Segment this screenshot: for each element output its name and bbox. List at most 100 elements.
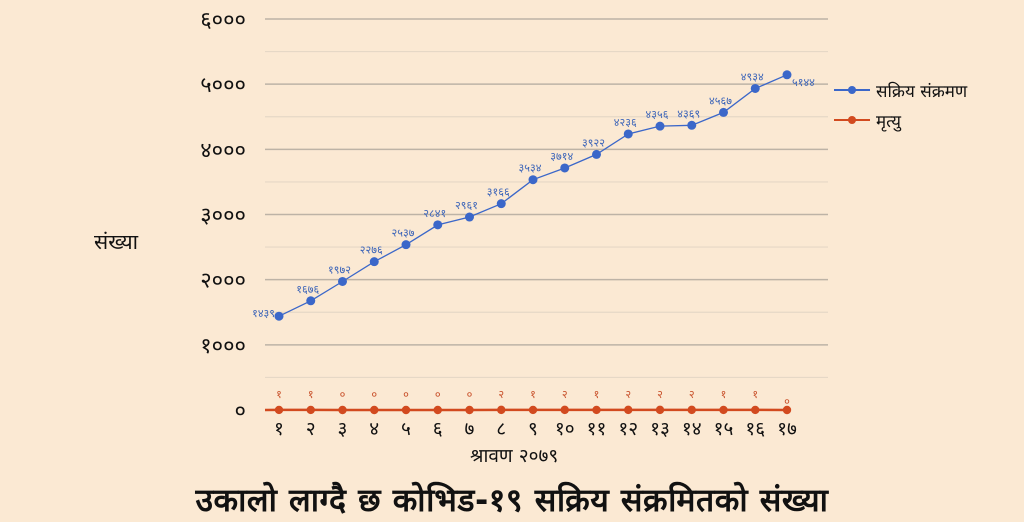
data-label: २५३७ (392, 227, 415, 240)
x-tick-label: १३ (650, 418, 670, 440)
y-tick-label: ६००० (200, 8, 246, 33)
active-data-point[interactable] (465, 212, 474, 222)
x-tick-label: १६ (745, 418, 765, 440)
active-data-point[interactable] (623, 129, 633, 139)
legend-label-active: सक्रिय संक्रमण (876, 81, 968, 102)
active-data-point[interactable] (433, 220, 443, 230)
x-tick-label: ४ (369, 418, 379, 440)
active-data-point[interactable] (592, 149, 601, 159)
legend-item-active[interactable]: सक्रिय संक्रमण (834, 78, 967, 102)
data-label: २ (562, 388, 568, 401)
death-data-point[interactable] (782, 405, 792, 415)
death-data-point[interactable] (370, 405, 379, 415)
data-label: १ (308, 388, 314, 401)
data-label: ३५३४ (519, 162, 542, 175)
data-label: ३७१४ (550, 150, 573, 163)
active-data-point[interactable] (306, 296, 316, 306)
data-label: ३१६६ (487, 186, 510, 199)
death-data-point[interactable] (719, 405, 728, 415)
death-data-point[interactable] (655, 405, 665, 415)
death-data-point[interactable] (592, 405, 601, 415)
death-data-point[interactable] (560, 405, 569, 415)
x-tick-label: ९ (528, 418, 538, 440)
x-tick-label: १५ (714, 418, 734, 440)
death-data-point[interactable] (687, 405, 696, 415)
y-tick-label: ५००० (200, 73, 246, 98)
death-data-point[interactable] (528, 405, 538, 415)
data-label: २ (498, 388, 504, 401)
x-tick-label: २ (306, 418, 316, 440)
data-label: २ (625, 388, 631, 401)
x-tick-label: १० (555, 418, 575, 440)
death-data-point[interactable] (401, 405, 411, 415)
active-data-point[interactable] (274, 311, 284, 321)
data-label: ३९२२ (582, 136, 605, 149)
active-data-point[interactable] (687, 120, 697, 130)
active-data-point[interactable] (560, 163, 570, 173)
x-tick-label: ११ (587, 418, 607, 440)
data-label: ४५६७ (709, 94, 732, 107)
data-label: ० (467, 388, 473, 401)
legend-item-death[interactable]: मृत्यु (834, 108, 967, 132)
data-label: ० (403, 388, 409, 401)
y-tick-label: ० (235, 399, 246, 424)
data-label: ४२३६ (614, 116, 637, 129)
death-data-point[interactable] (465, 405, 474, 415)
active-data-point[interactable] (750, 83, 760, 93)
data-label: १ (276, 388, 282, 401)
x-tick-label: १२ (618, 418, 638, 440)
x-tick-label: ७ (465, 418, 475, 440)
x-axis-label: श्रावण २०७९ (470, 445, 559, 467)
active-series-marker-icon (834, 84, 870, 96)
data-label: १६७६ (296, 283, 319, 296)
death-data-point[interactable] (306, 405, 315, 415)
data-label: १ (752, 388, 758, 401)
data-label: ४३५६ (646, 108, 669, 121)
legend-label-death: मृत्यु (876, 111, 901, 132)
y-axis-label: संख्या (94, 230, 139, 254)
data-label: १ (530, 388, 536, 401)
data-label: १४३९ (252, 307, 275, 320)
death-data-point[interactable] (751, 405, 760, 415)
data-label: १ (594, 388, 600, 401)
death-data-point[interactable] (624, 405, 633, 415)
x-tick-label: १७ (777, 418, 797, 440)
data-label: २ (689, 388, 695, 401)
active-data-point[interactable] (782, 70, 792, 80)
y-tick-label: ४००० (200, 138, 246, 163)
data-label: २८४१ (423, 207, 446, 220)
x-tick-label: १४ (682, 418, 702, 440)
data-label: २२७६ (360, 244, 383, 257)
y-tick-label: १००० (200, 334, 246, 359)
data-label: २ (657, 388, 663, 401)
x-tick-label: ५ (401, 418, 411, 440)
active-data-point[interactable] (719, 107, 728, 117)
active-data-point[interactable] (528, 175, 538, 185)
data-label: ० (435, 388, 441, 401)
active-data-point[interactable] (401, 240, 411, 250)
active-data-point[interactable] (338, 276, 347, 286)
death-data-point[interactable] (433, 405, 442, 415)
data-label: ४९३४ (741, 70, 764, 83)
death-series-marker-icon (834, 114, 870, 126)
data-label: ५१४४ (792, 76, 815, 89)
legend: सक्रिय संक्रमण मृत्यु (834, 78, 967, 138)
y-tick-label: २००० (200, 269, 246, 294)
chart-title: उकालो लाग्दै छ कोभिड-१९ सक्रिय संक्रमितक… (195, 481, 829, 519)
data-label: ० (784, 395, 790, 408)
data-label: ० (340, 388, 346, 401)
data-label: ४३६९ (677, 107, 700, 120)
data-label: २९६१ (455, 199, 478, 212)
data-label: १ (721, 388, 727, 401)
death-data-point[interactable] (338, 405, 347, 415)
active-data-point[interactable] (369, 257, 379, 267)
y-tick-label: ३००० (200, 204, 246, 229)
death-data-point[interactable] (274, 405, 284, 415)
data-label: ० (371, 388, 377, 401)
active-data-point[interactable] (496, 199, 506, 209)
active-data-point[interactable] (655, 121, 665, 131)
data-label: १९७२ (328, 263, 351, 276)
x-tick-label: ८ (496, 418, 506, 440)
death-data-point[interactable] (497, 405, 506, 415)
